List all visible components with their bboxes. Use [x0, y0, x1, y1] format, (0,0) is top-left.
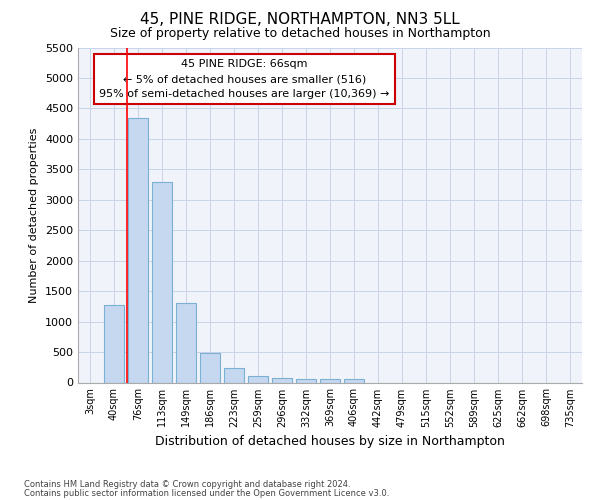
- Bar: [128, 118, 148, 382]
- Y-axis label: Number of detached properties: Number of detached properties: [29, 128, 40, 302]
- Bar: [104, 305, 124, 382]
- Bar: [152, 182, 172, 382]
- Text: Size of property relative to detached houses in Northampton: Size of property relative to detached ho…: [110, 28, 490, 40]
- Text: Contains public sector information licensed under the Open Government Licence v3: Contains public sector information licen…: [24, 489, 389, 498]
- Bar: [296, 380, 316, 382]
- Bar: [224, 368, 244, 382]
- Text: 45 PINE RIDGE: 66sqm
← 5% of detached houses are smaller (516)
95% of semi-detac: 45 PINE RIDGE: 66sqm ← 5% of detached ho…: [99, 59, 389, 99]
- X-axis label: Distribution of detached houses by size in Northampton: Distribution of detached houses by size …: [155, 435, 505, 448]
- Bar: [320, 380, 340, 382]
- Bar: [344, 380, 364, 382]
- Bar: [200, 354, 220, 382]
- Bar: [272, 378, 292, 382]
- Text: 45, PINE RIDGE, NORTHAMPTON, NN3 5LL: 45, PINE RIDGE, NORTHAMPTON, NN3 5LL: [140, 12, 460, 28]
- Text: Contains HM Land Registry data © Crown copyright and database right 2024.: Contains HM Land Registry data © Crown c…: [24, 480, 350, 489]
- Bar: [248, 376, 268, 382]
- Bar: [176, 304, 196, 382]
